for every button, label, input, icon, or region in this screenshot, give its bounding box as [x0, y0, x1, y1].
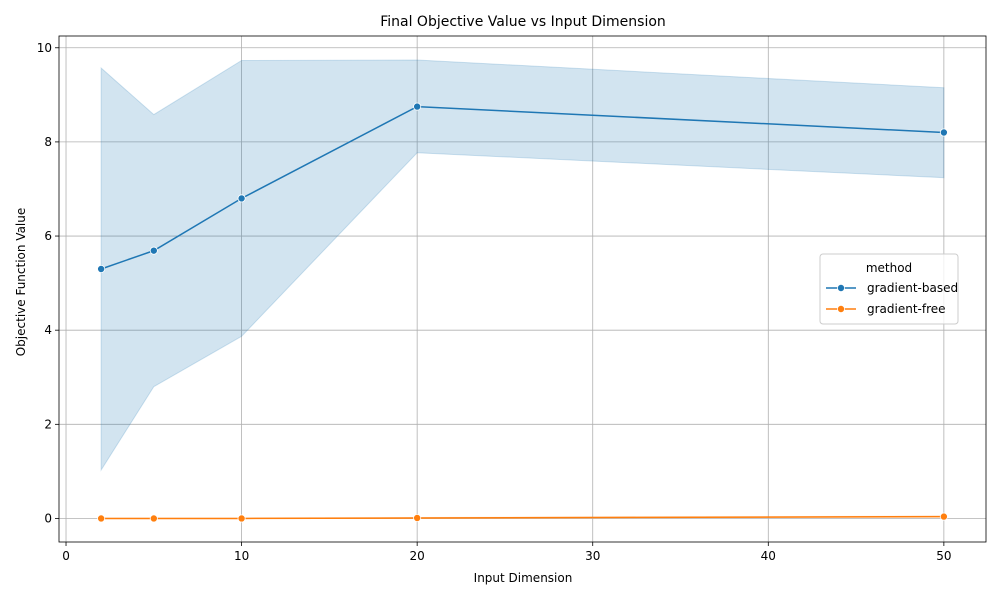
y-tick-label: 6: [44, 229, 52, 243]
y-axis-label: Objective Function Value: [14, 208, 28, 357]
x-tick-label: 50: [936, 549, 951, 563]
data-point-gradient-based: [97, 264, 106, 273]
x-tick-label: 0: [62, 549, 70, 563]
y-tick-label: 2: [44, 417, 52, 431]
data-point-gradient-free: [149, 514, 158, 523]
data-point-gradient-based: [939, 128, 948, 137]
legend-marker-gradient-free: [837, 304, 846, 313]
x-tick-label: 30: [585, 549, 600, 563]
confidence-band-gradient-based: [100, 59, 945, 472]
series-markers: [97, 102, 948, 523]
confidence-bands: [100, 59, 945, 519]
x-tick-label: 40: [761, 549, 776, 563]
x-axis-label: Input Dimension: [474, 571, 573, 585]
chart-title: Final Objective Value vs Input Dimension: [380, 14, 666, 30]
data-point-gradient-based: [237, 194, 246, 203]
legend-marker-gradient-based: [837, 283, 846, 292]
x-tick-label: 10: [234, 549, 249, 563]
legend-title: method: [866, 261, 912, 275]
legend: method gradient-based gradient-free: [819, 253, 959, 325]
plot-area-frame: [58, 35, 987, 543]
y-tick-label: 0: [44, 511, 52, 525]
data-point-gradient-free: [237, 514, 246, 523]
data-point-gradient-based: [149, 246, 158, 255]
legend-label-gradient-free: gradient-free: [867, 302, 946, 316]
data-point-gradient-free: [413, 513, 422, 522]
legend-label-gradient-based: gradient-based: [867, 281, 958, 295]
axis-ticks: 0 10 20 30 40 50 0 2 4 6 8 10: [37, 41, 952, 563]
y-tick-label: 8: [44, 135, 52, 149]
y-tick-label: 4: [44, 323, 52, 337]
x-tick-label: 20: [410, 549, 425, 563]
data-point-gradient-based: [413, 102, 422, 111]
legend-box: [819, 253, 959, 325]
y-tick-label: 10: [37, 41, 52, 55]
data-point-gradient-free: [939, 512, 948, 521]
data-point-gradient-free: [97, 514, 106, 523]
